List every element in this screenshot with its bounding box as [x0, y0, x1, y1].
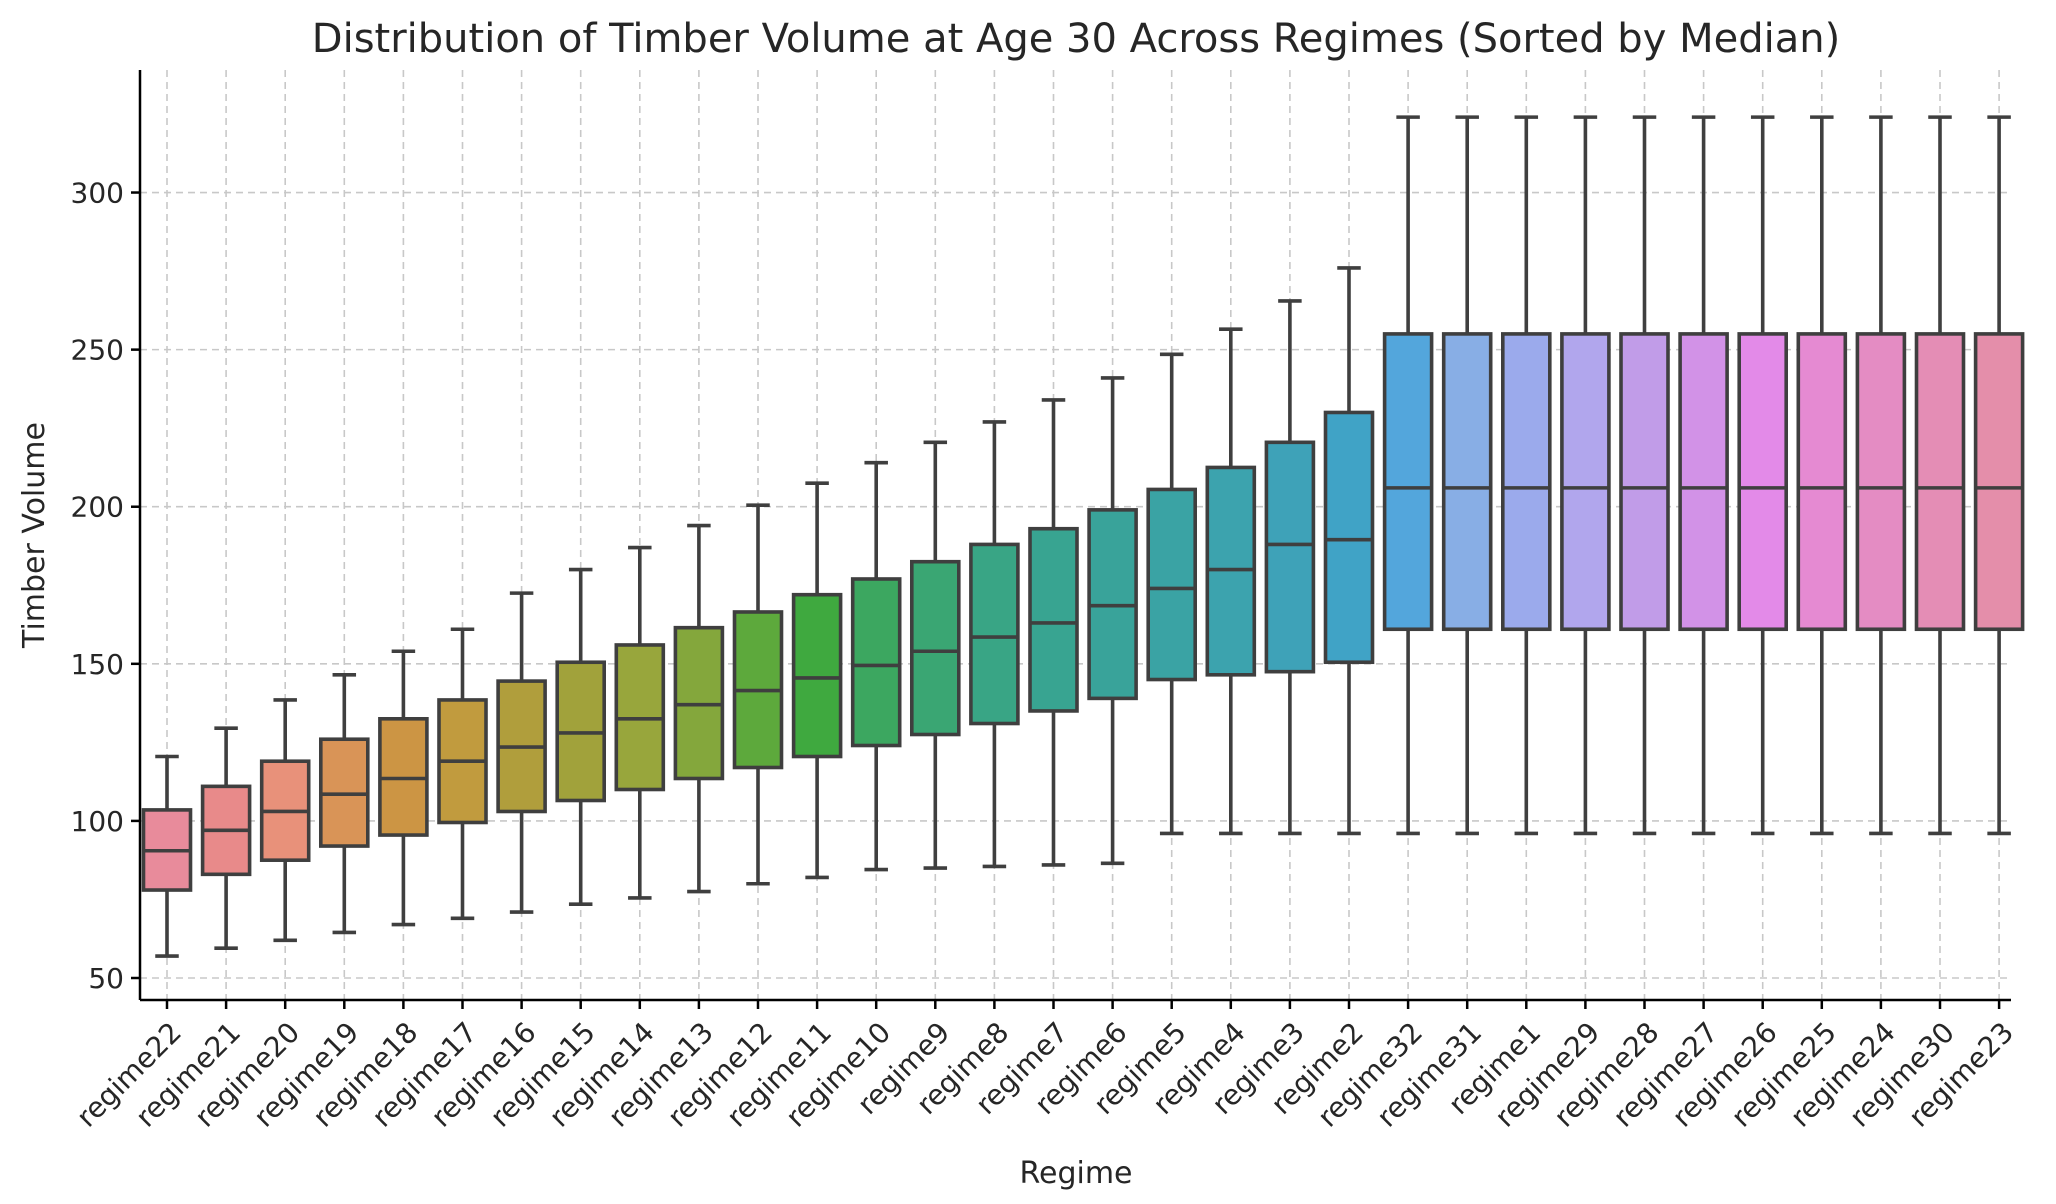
box-regime4	[1205, 327, 1257, 836]
box-regime13	[673, 523, 725, 894]
box-regime10	[850, 460, 902, 872]
iqr-box	[850, 577, 902, 748]
box-regime28	[1619, 115, 1670, 836]
iqr-box	[1146, 487, 1197, 682]
x-axis-label: Regime	[1019, 1156, 1132, 1191]
box-regime3	[1264, 299, 1316, 836]
y-tick-label: 200	[71, 491, 124, 524]
box-regime17	[437, 627, 488, 921]
iqr-box	[1678, 332, 1729, 632]
y-tick-label: 300	[71, 177, 124, 210]
x-tick-layer: regime22regime21regime20regime19regime18…	[70, 1000, 2020, 1134]
box-regime7	[1028, 398, 1079, 867]
iqr-box	[1737, 332, 1788, 632]
box-regime5	[1146, 352, 1197, 836]
box-regime22	[141, 754, 193, 958]
iqr-box	[1264, 440, 1316, 674]
y-axis-label: Timber Volume	[17, 422, 52, 649]
box-regime26	[1737, 115, 1788, 836]
box-regime14	[614, 545, 666, 900]
box-regime1	[1501, 115, 1552, 836]
iqr-box	[1441, 332, 1493, 632]
iqr-box	[969, 542, 1020, 726]
iqr-box	[1973, 332, 2025, 632]
iqr-box	[1501, 332, 1552, 632]
box-regime25	[1796, 115, 1848, 836]
iqr-box	[791, 592, 843, 759]
box-regime24	[1855, 115, 1907, 836]
iqr-box	[1028, 526, 1079, 713]
y-tick-label: 150	[71, 648, 124, 681]
iqr-box	[909, 559, 961, 737]
box-layer	[141, 115, 2025, 958]
iqr-box	[1560, 332, 1611, 632]
iqr-box	[1619, 332, 1670, 632]
y-tick-label: 250	[71, 334, 124, 367]
box-regime31	[1441, 115, 1493, 836]
box-regime29	[1560, 115, 1611, 836]
box-regime6	[1087, 376, 1138, 866]
box-regime12	[732, 503, 784, 886]
box-regime8	[969, 420, 1020, 869]
box-regime32	[1382, 115, 1434, 836]
box-regime9	[909, 440, 961, 870]
box-regime30	[1914, 115, 1966, 836]
chart-title: Distribution of Timber Volume at Age 30 …	[312, 16, 1840, 62]
box-regime21	[200, 726, 252, 950]
box-regime20	[259, 698, 311, 943]
iqr-box	[1855, 332, 1907, 632]
box-regime16	[496, 591, 547, 914]
box-regime18	[378, 649, 429, 927]
y-tick-label: 50	[88, 962, 124, 995]
box-regime15	[555, 567, 607, 906]
box-regime19	[318, 673, 370, 935]
iqr-box	[1914, 332, 1966, 632]
box-regime27	[1678, 115, 1729, 836]
box-regime2	[1323, 266, 1375, 836]
iqr-box	[1382, 332, 1434, 632]
box-regime23	[1973, 115, 2025, 836]
iqr-box	[1796, 332, 1848, 632]
box-regime11	[791, 481, 843, 880]
y-tick-label: 100	[71, 805, 124, 838]
axis-layer	[138, 70, 2011, 1002]
y-tick-layer: 50 100 150 200 250 300	[71, 177, 140, 995]
iqr-box	[1323, 410, 1375, 665]
